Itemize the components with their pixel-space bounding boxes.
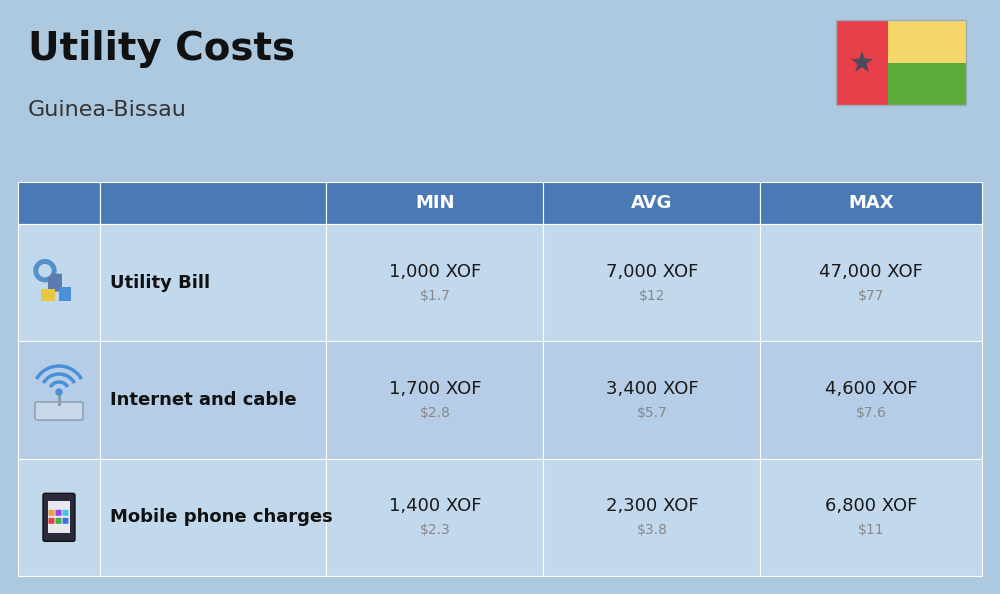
FancyBboxPatch shape [888, 62, 966, 105]
FancyBboxPatch shape [18, 224, 100, 342]
Text: $11: $11 [858, 523, 884, 538]
Text: AVG: AVG [631, 194, 673, 212]
Text: 1,400 XOF: 1,400 XOF [389, 497, 481, 516]
Text: Internet and cable: Internet and cable [110, 391, 297, 409]
Text: Mobile phone charges: Mobile phone charges [110, 508, 333, 526]
FancyBboxPatch shape [18, 342, 100, 459]
FancyBboxPatch shape [48, 501, 70, 533]
Text: $3.8: $3.8 [636, 523, 667, 538]
Text: Utility Costs: Utility Costs [28, 30, 295, 68]
FancyBboxPatch shape [18, 459, 100, 576]
FancyBboxPatch shape [100, 182, 326, 224]
Text: 1,000 XOF: 1,000 XOF [389, 263, 481, 281]
FancyBboxPatch shape [62, 518, 68, 524]
Text: 6,800 XOF: 6,800 XOF [825, 497, 917, 516]
Text: $2.3: $2.3 [420, 523, 450, 538]
FancyBboxPatch shape [43, 494, 75, 541]
Text: $1.7: $1.7 [419, 289, 450, 303]
Text: Utility Bill: Utility Bill [110, 274, 210, 292]
FancyBboxPatch shape [836, 20, 888, 105]
FancyBboxPatch shape [888, 20, 966, 62]
FancyBboxPatch shape [59, 287, 71, 301]
Text: MIN: MIN [415, 194, 455, 212]
FancyBboxPatch shape [760, 182, 982, 224]
Text: $77: $77 [858, 289, 884, 303]
Text: 4,600 XOF: 4,600 XOF [825, 380, 917, 398]
Text: 7,000 XOF: 7,000 XOF [606, 263, 698, 281]
FancyBboxPatch shape [100, 459, 326, 576]
Text: Guinea-Bissau: Guinea-Bissau [28, 100, 187, 120]
FancyBboxPatch shape [760, 342, 982, 459]
FancyBboxPatch shape [543, 459, 760, 576]
Circle shape [39, 265, 51, 277]
FancyBboxPatch shape [543, 182, 760, 224]
FancyBboxPatch shape [760, 224, 982, 342]
Text: $2.8: $2.8 [419, 406, 450, 420]
FancyBboxPatch shape [326, 224, 543, 342]
FancyBboxPatch shape [326, 342, 543, 459]
FancyBboxPatch shape [760, 459, 982, 576]
FancyBboxPatch shape [326, 459, 543, 576]
Text: $7.6: $7.6 [856, 406, 887, 420]
FancyBboxPatch shape [55, 510, 61, 516]
FancyBboxPatch shape [55, 518, 61, 524]
Circle shape [34, 260, 56, 282]
Text: 1,700 XOF: 1,700 XOF [389, 380, 481, 398]
FancyBboxPatch shape [48, 518, 54, 524]
FancyBboxPatch shape [62, 510, 68, 516]
FancyBboxPatch shape [543, 224, 760, 342]
Text: $12: $12 [639, 289, 665, 303]
FancyBboxPatch shape [326, 182, 543, 224]
FancyBboxPatch shape [100, 342, 326, 459]
Polygon shape [851, 51, 873, 72]
FancyBboxPatch shape [100, 224, 326, 342]
FancyBboxPatch shape [41, 289, 55, 301]
Text: 2,300 XOF: 2,300 XOF [606, 497, 698, 516]
Text: 47,000 XOF: 47,000 XOF [819, 263, 923, 281]
FancyBboxPatch shape [48, 274, 62, 292]
FancyBboxPatch shape [543, 342, 760, 459]
Text: $5.7: $5.7 [636, 406, 667, 420]
Text: 3,400 XOF: 3,400 XOF [606, 380, 698, 398]
FancyBboxPatch shape [48, 510, 54, 516]
Circle shape [56, 389, 62, 395]
FancyBboxPatch shape [18, 182, 100, 224]
FancyBboxPatch shape [35, 402, 83, 420]
Text: MAX: MAX [848, 194, 894, 212]
